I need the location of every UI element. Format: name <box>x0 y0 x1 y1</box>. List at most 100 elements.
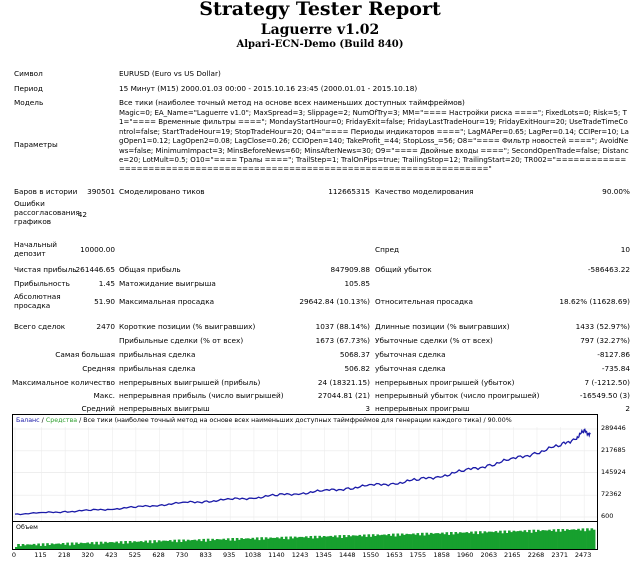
volume-bar <box>231 538 235 549</box>
x-tick-label: 935 <box>222 551 236 559</box>
volume-bar <box>32 543 36 549</box>
volume-bar <box>349 536 353 549</box>
net-profit-label: Чистая прибыль <box>14 265 77 274</box>
volume-bar <box>307 537 310 549</box>
volume-bar <box>195 540 199 549</box>
params-value: Magic=0; EA_Name="Laguerre v1.0"; MaxSpr… <box>119 109 629 174</box>
volume-bar <box>394 536 397 549</box>
x-tick-label: 1858 <box>433 551 450 559</box>
volume-bar <box>298 536 301 549</box>
max-count-label: Максимальное количество <box>11 378 115 387</box>
volume-bar <box>55 543 58 549</box>
max-cons-loss-label: непрерывный убыток (число проигрышей) <box>375 391 540 400</box>
legend-equity: Средства <box>45 417 78 424</box>
profit-factor-value: 1.45 <box>98 279 115 288</box>
volume-bar <box>108 542 112 549</box>
volume-bar <box>385 535 388 549</box>
volume-bar <box>541 530 545 549</box>
volume-bar <box>104 541 107 549</box>
volume-bar <box>84 543 87 549</box>
volume-bar <box>70 542 74 549</box>
total-trades-value: 2470 <box>96 322 115 331</box>
volume-bar <box>209 540 212 549</box>
avg-cons-losses-label: непрерывных проигрыш <box>375 404 470 413</box>
volume-bar <box>229 540 232 549</box>
volume-bar <box>171 541 174 549</box>
volume-bar <box>568 530 571 549</box>
rel-drawdown-value: 18.62% (11628.69) <box>559 297 630 306</box>
ticks-label: Смоделировано тиков <box>119 187 205 196</box>
largest-label: Самая большая <box>55 350 115 359</box>
ea-name: Laguerre v1.02 <box>260 22 380 38</box>
volume-bar <box>273 537 277 549</box>
y-tick-label: 600 <box>601 512 614 520</box>
volume-bar <box>206 538 210 549</box>
volume-bar <box>247 538 250 549</box>
volume-bar <box>255 537 259 549</box>
volume-bar <box>586 528 589 549</box>
volume-bar <box>157 540 161 549</box>
volume-bar <box>52 544 56 549</box>
spread-label: Спред <box>375 245 400 254</box>
volume-bar <box>15 547 18 549</box>
volume-bar <box>135 541 139 549</box>
volume-bar <box>124 541 127 549</box>
volume-bar <box>429 532 433 549</box>
x-tick-label: 730 <box>175 551 189 559</box>
volume-bar <box>77 543 81 549</box>
volume-bar <box>329 535 333 549</box>
max-cons-loss-value: -16549.50 (3) <box>579 391 630 400</box>
volume-bar <box>57 543 61 549</box>
volume-bar <box>436 533 440 549</box>
volume-bar <box>447 534 451 549</box>
volume-bar <box>66 542 69 549</box>
max-cons-profit-value: 27044.81 (21) <box>317 391 370 400</box>
volume-bar <box>148 540 152 549</box>
errors-value: 42 <box>77 210 87 219</box>
abs-drawdown-label: Абсолютная просадка <box>14 292 61 310</box>
volume-bar <box>284 536 288 549</box>
volume-bar <box>113 542 116 549</box>
largest-loss-label: убыточная сделка <box>375 350 446 359</box>
volume-bar <box>97 544 101 549</box>
volume-bar <box>222 538 226 549</box>
volume-bar <box>269 537 272 549</box>
volume-bar <box>316 538 319 549</box>
volume-bar <box>180 542 183 549</box>
volume-bar <box>128 541 132 549</box>
volume-bar <box>514 531 518 549</box>
y-tick-label: 289446 <box>601 424 626 432</box>
volume-bar <box>367 534 371 549</box>
volume-bar <box>443 534 446 549</box>
volume-bar <box>46 543 49 549</box>
volume-bar <box>93 544 96 549</box>
volume-bar <box>334 535 337 549</box>
volume-chart: Объем <box>12 521 598 550</box>
expected-payoff-value: 105.85 <box>344 279 370 288</box>
volume-bar <box>470 531 473 549</box>
volume-bar <box>539 531 542 549</box>
balance-chart: Баланс / Средства / Все тики (наиболее т… <box>12 414 598 522</box>
volume-bar <box>296 537 299 549</box>
volume-bar <box>505 533 509 549</box>
volume-bar <box>177 539 181 549</box>
volume-bar <box>494 531 498 549</box>
profit-factor-label: Прибыльность <box>14 279 70 288</box>
volume-bar <box>139 541 143 549</box>
max-cons-losses-value: 7 (-1212.50) <box>584 378 630 387</box>
volume-bar <box>313 535 317 549</box>
volume-bar <box>162 540 165 549</box>
volume-bar <box>309 536 313 549</box>
volume-bar <box>432 533 435 549</box>
max-cons-wins-value: 24 (18321.15) <box>317 378 370 387</box>
volume-bar <box>414 534 417 549</box>
volume-bar <box>90 542 94 549</box>
volume-bar <box>481 533 484 549</box>
volume-bar <box>166 541 170 549</box>
volume-bar <box>79 542 83 549</box>
volume-bar <box>213 540 217 549</box>
volume-bar <box>392 533 395 549</box>
volume-bar <box>534 531 538 549</box>
volume-bar <box>289 536 293 549</box>
x-tick-label: 2165 <box>504 551 521 559</box>
